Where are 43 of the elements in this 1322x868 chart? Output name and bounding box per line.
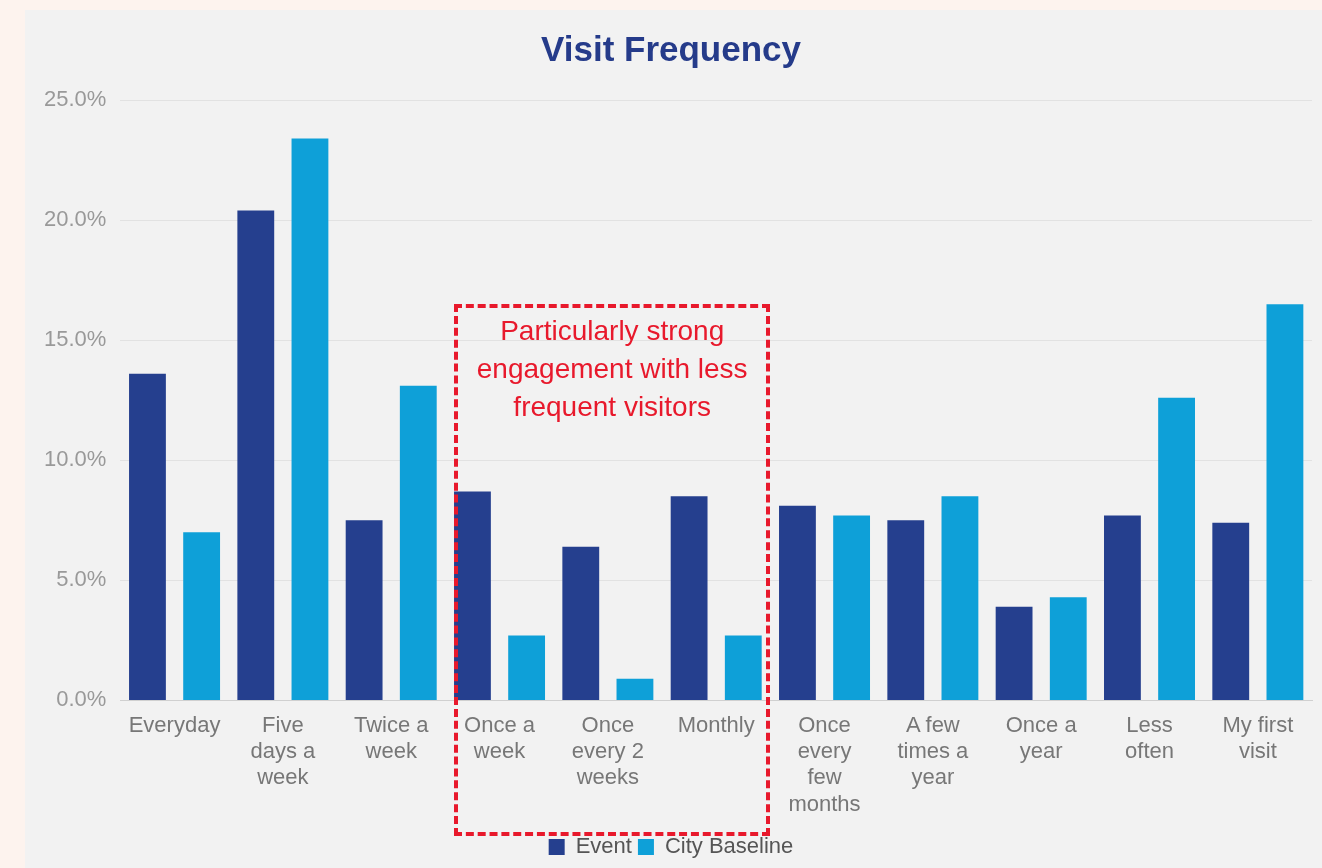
bar bbox=[562, 546, 600, 700]
x-tick-label: Less often bbox=[1125, 711, 1174, 764]
bar bbox=[887, 520, 925, 700]
annotation: Particularly strong engagement with less frequent visitors bbox=[475, 314, 749, 425]
legend-label: Event bbox=[575, 833, 632, 859]
x-tick-label: Everyday bbox=[128, 711, 221, 737]
bar bbox=[1158, 397, 1196, 700]
y-tick-label: 15.0% bbox=[43, 326, 107, 352]
bar bbox=[183, 532, 221, 700]
x-tick-label: Twice a week bbox=[353, 711, 430, 764]
bar bbox=[779, 505, 816, 700]
bar bbox=[237, 210, 275, 700]
y-tick-label: 20.0% bbox=[43, 206, 107, 232]
y-tick-label: 0.0% bbox=[56, 686, 107, 712]
y-tick-label: 10.0% bbox=[43, 446, 107, 472]
x-tick-label: Once a week bbox=[464, 711, 536, 764]
x-tick-label: Once a year bbox=[1005, 711, 1078, 764]
x-tick-label: A few times a year bbox=[897, 711, 970, 790]
bar bbox=[724, 635, 762, 700]
bar bbox=[508, 635, 546, 700]
bar bbox=[616, 678, 654, 700]
x-tick-label: Monthly bbox=[677, 711, 755, 737]
bar bbox=[291, 138, 329, 700]
x-tick-label: Five days a week bbox=[250, 711, 317, 790]
bar bbox=[995, 606, 1033, 700]
legend-label: City Baseline bbox=[664, 833, 794, 859]
bar bbox=[1104, 515, 1141, 700]
bar bbox=[941, 496, 979, 700]
bar bbox=[345, 520, 383, 700]
y-tick-label: 5.0% bbox=[56, 566, 107, 592]
x-tick-label: My first visit bbox=[1222, 711, 1294, 764]
bar bbox=[1212, 522, 1250, 700]
x-tick-label: Once every few months bbox=[788, 711, 861, 816]
bar bbox=[399, 385, 437, 700]
x-tick-label: Once every 2 weeks bbox=[571, 711, 644, 790]
bar bbox=[1049, 597, 1087, 700]
bar bbox=[129, 373, 166, 700]
bar bbox=[670, 496, 708, 700]
bar bbox=[833, 515, 871, 700]
chart-title: Visit Frequency bbox=[540, 28, 802, 68]
bar bbox=[1266, 304, 1304, 700]
bar bbox=[454, 491, 491, 700]
y-tick-label: 25.0% bbox=[43, 86, 107, 112]
